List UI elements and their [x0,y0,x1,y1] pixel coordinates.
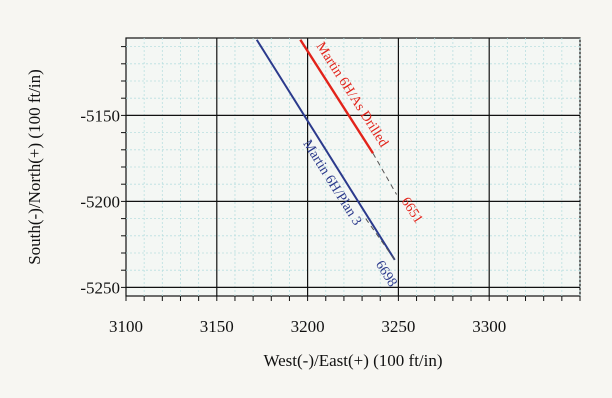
minor-grid [126,38,581,296]
series-line-as-drilled [299,39,374,154]
x-tick-label: 3200 [291,317,325,336]
x-tick-label: 3300 [472,317,506,336]
x-tick-label: 3150 [200,317,234,336]
x-tick-labels: 3100 3150 3200 3250 3300 [109,317,506,336]
series-line-plan-3 [255,39,396,261]
projection-line-as-drilled [372,152,398,195]
y-tick-label: -5250 [80,278,120,297]
x-tick-label: 3100 [109,317,143,336]
x-tick-label: 3250 [381,317,415,336]
y-tick-label: -5200 [80,192,120,211]
x-axis-title: West(-)/East(+) (100 ft/in) [263,351,442,370]
plot-area [125,37,581,297]
y-tick-labels: -5150 -5200 -5250 [80,106,120,297]
y-tick-label: -5150 [80,106,120,125]
y-axis-title: South(-)/North(+) (100 ft/in) [25,69,44,265]
axis-ticks [121,46,581,301]
major-grid [126,38,580,296]
